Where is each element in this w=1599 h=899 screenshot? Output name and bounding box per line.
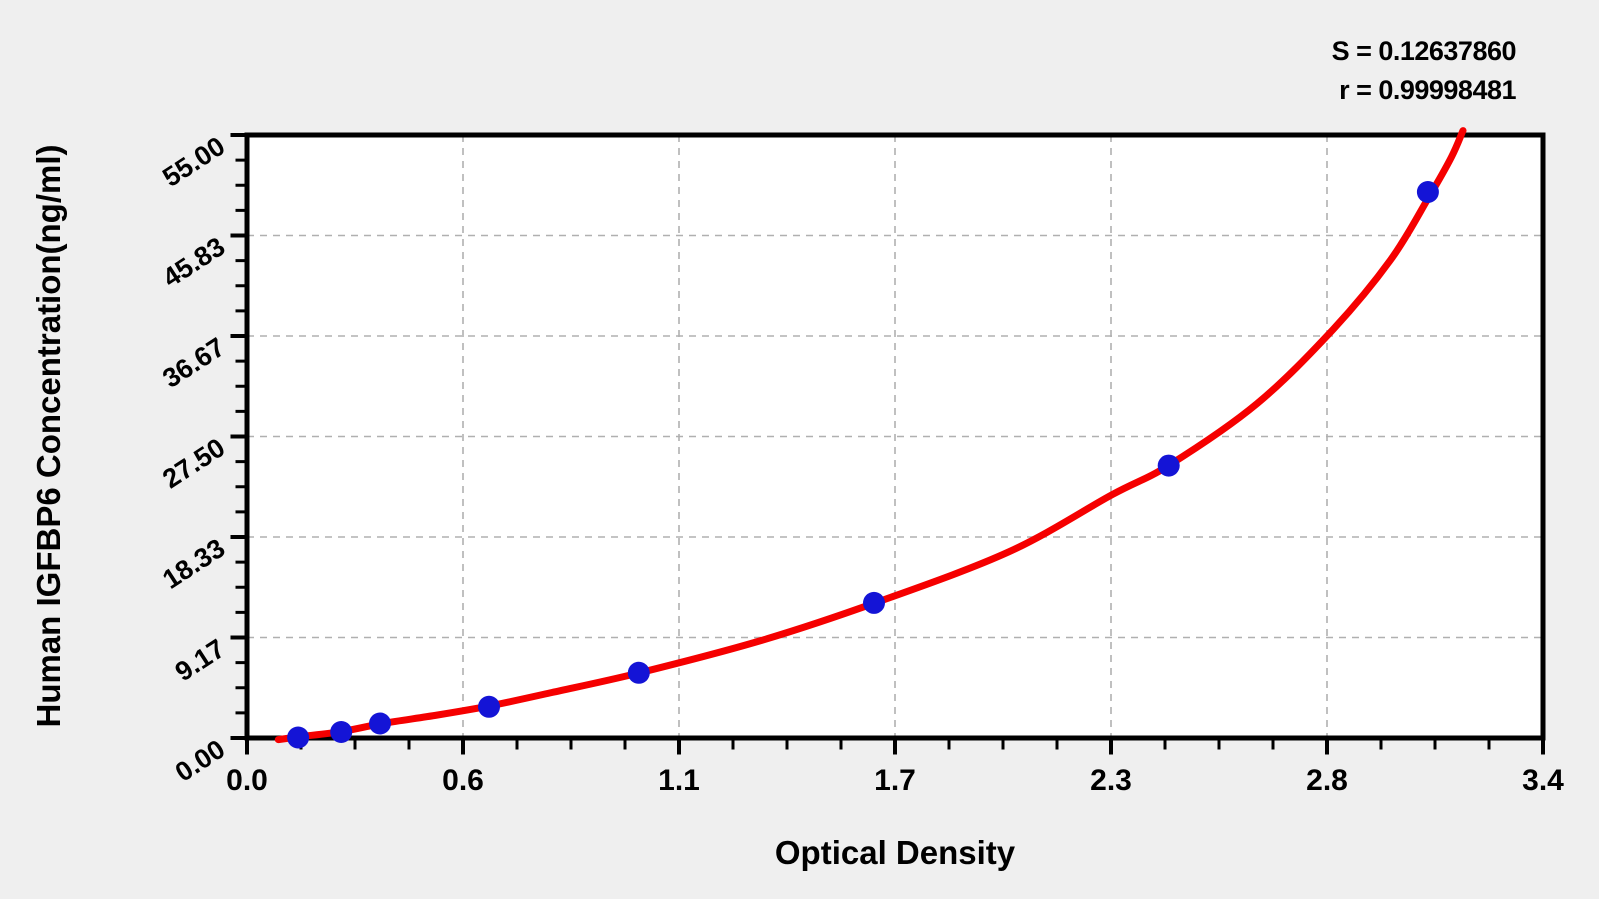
data-point (330, 721, 353, 743)
y-tick-label: 55.00 (157, 131, 230, 193)
y-tick-label: 9.17 (170, 633, 230, 687)
x-axis-title: Optical Density (775, 834, 1016, 871)
data-point (369, 712, 391, 735)
y-tick-label: 45.83 (157, 231, 230, 293)
data-point (1157, 454, 1180, 477)
y-tick-label: 27.50 (157, 432, 230, 494)
data-point (478, 695, 500, 718)
x-tick-label: 2.8 (1306, 764, 1348, 797)
y-axis-title: Human IGFBP6 Concentration(ng/ml) (30, 144, 67, 727)
data-point (627, 661, 650, 684)
x-tick-label: 2.3 (1090, 764, 1132, 797)
y-tick-label: 36.67 (157, 332, 230, 394)
data-point (863, 591, 885, 614)
stat-s-value: S = 0.12637860 (1332, 36, 1516, 66)
x-tick-label: 0.0 (226, 764, 268, 797)
y-tick-label: 18.33 (157, 533, 230, 595)
fitted-curve (274, 127, 1467, 744)
stat-r-value: r = 0.99998481 (1339, 75, 1516, 105)
x-tick-label: 1.7 (874, 764, 916, 797)
chart-generated-layer: 0.0 0.6 1.1 1.7 2.3 2.8 3.4 0.00 9.17 18.33 27.50 3… (157, 127, 1564, 797)
plot-frame (244, 132, 1546, 741)
x-tick-label: 1.1 (658, 764, 700, 797)
data-point (1416, 181, 1439, 203)
y-tick-label: 0.00 (170, 734, 230, 788)
x-tick-label: 0.6 (442, 764, 484, 797)
x-tick-label: 3.4 (1522, 764, 1564, 797)
data-point (287, 726, 310, 749)
